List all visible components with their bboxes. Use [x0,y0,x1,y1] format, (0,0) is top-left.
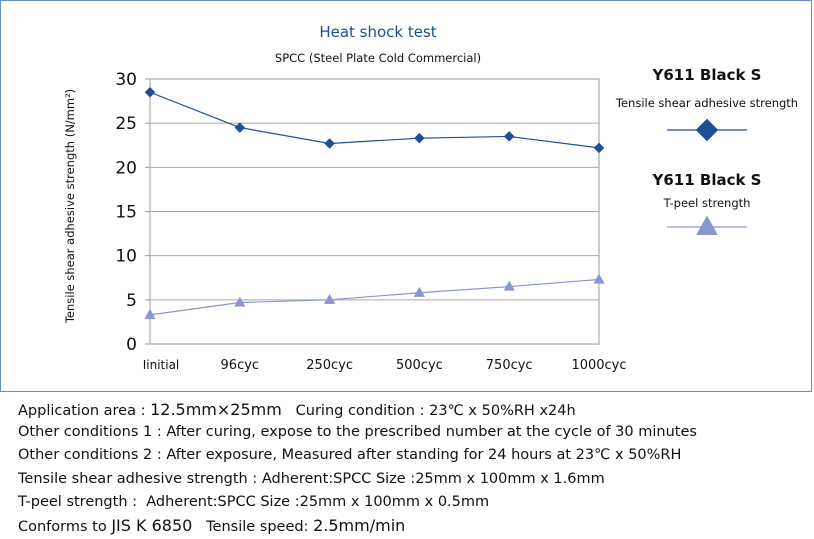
legend-series-1-name: Y611 Black S [652,66,762,84]
legend-series-2-name: Y611 Black S [652,171,762,189]
series-2-point-3 [323,293,336,304]
chart-subtitle: SPCC (Steel Plate Cold Commercial) [275,51,481,65]
legend-series-2-marker [696,215,718,235]
x-tick-label-4: 500cyc [396,358,443,373]
note-other-conditions-1: Other conditions 1 : After curing, expos… [18,424,697,441]
note-curing-condition: Curing condition : 23℃ x 50%RH x24h [281,403,576,419]
series-1-line [149,91,600,149]
y-tick-label-10: 10 [115,247,137,267]
legend-series-1-marker [695,118,719,142]
note-speed-label: Tensile speed: [192,518,314,535]
note-other-conditions-2: Other conditions 2 : After exposure, Mea… [18,447,682,464]
series-2-point-5 [503,280,515,291]
y-tick-label-5: 5 [126,291,137,311]
x-tick-label-6: 1000cyc [571,358,626,373]
note-speed-value: 2.5mm/min [313,515,406,535]
series-1-point-2 [234,122,246,133]
x-tick-label-5: 750cyc [486,358,533,373]
y-tick-label-0: 0 [126,335,137,355]
series-2-point-1 [144,308,156,319]
chart-frame: Heat shock test SPCC (Steel Plate Cold C… [0,0,812,392]
y-tick-label-25: 25 [115,114,137,134]
note-application-area: Application area : 12.5mm×25mm Curing co… [18,398,808,421]
series-1-point-3 [324,138,335,149]
note-t-peel: T-peel strength : Adherent:SPCC Size :25… [18,493,490,510]
series-1-point-6 [593,142,605,154]
x-tick-label-3: 250cyc [306,358,353,373]
y-axis-label: Tensile shear adhesive strength (N/mm²) [63,89,77,324]
y-tick-label-15: 15 [115,203,137,223]
x-tick-label-2: 96cyc [221,358,260,373]
note-area-value: 12.5mm×25mm [150,400,282,419]
y-tick-label-20: 20 [115,158,137,178]
series-1-point-5 [503,131,515,142]
series-2-point-4 [413,286,426,297]
chart-title: Heat shock test [319,23,436,41]
legend-series-2-sublabel: T-peel strength [663,196,751,210]
y-tick-label-30: 30 [115,70,137,90]
series-2-line [149,278,600,316]
note-tensile-shear: Tensile shear adhesive strength : Adhere… [18,470,605,487]
legend-series-1-sublabel: Tensile shear adhesive strength [615,96,798,110]
note-standard: Conforms to JIS K 6850 Tensile speed: 2.… [18,514,808,537]
note-standard-label: Conforms to [18,518,112,535]
series-1-point-4 [414,132,425,144]
chart: Heat shock test SPCC (Steel Plate Cold C… [63,23,798,373]
series-2-point-6 [593,273,605,284]
note-standard-value: JIS K 6850 [111,515,193,535]
test-conditions: Application area : 12.5mm×25mm Curing co… [18,398,808,537]
series-1-point-1 [144,86,156,98]
note-area-label: Application area : [18,403,151,419]
series-2-point-2 [234,296,246,307]
x-tick-label-1: Iinitial [143,358,180,372]
